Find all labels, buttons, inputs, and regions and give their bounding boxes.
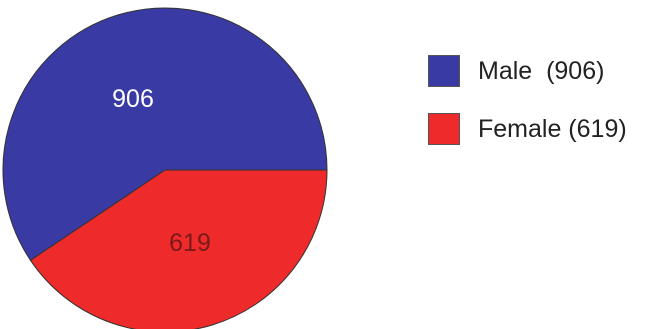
legend-swatch-male (428, 55, 460, 87)
pie-slice-female (29, 169, 328, 329)
legend-item-male: Male (906) (428, 52, 627, 90)
legend-label-male: Male (906) (478, 56, 605, 85)
legend-label-female: Female (619) (478, 114, 627, 143)
pie-slice-male (2, 7, 328, 261)
chart-legend: Male (906) Female (619) (428, 52, 627, 168)
data-label-male: 906 (112, 85, 154, 113)
legend-swatch-female (428, 113, 460, 145)
data-label-female: 619 (169, 229, 211, 257)
legend-item-female: Female (619) (428, 110, 627, 148)
